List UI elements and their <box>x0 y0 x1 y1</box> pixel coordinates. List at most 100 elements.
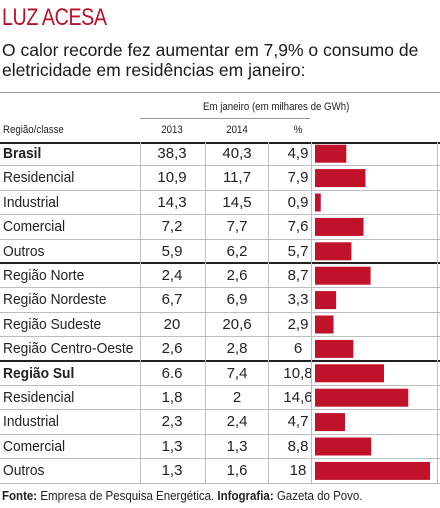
value-2014: 2 <box>232 389 242 406</box>
value-2014: 2,6 <box>226 267 248 284</box>
value-2013: 20 <box>163 315 181 333</box>
table-row: Industrial 14,3 14,5 0,9 <box>0 191 440 216</box>
header-2014: 2014 <box>226 124 248 136</box>
pct-bar <box>315 364 384 383</box>
column-divider <box>437 142 438 483</box>
row-separator <box>0 433 440 435</box>
value-2013: 14,3 <box>157 193 187 211</box>
row-label: Residencial <box>3 389 75 406</box>
table-row: Região Centro-Oeste 2,6 2,8 6 <box>0 337 440 362</box>
value-pct: 8,8 <box>287 437 309 455</box>
value-2013: 2,6 <box>161 340 183 358</box>
row-separator <box>0 165 440 167</box>
value-2013: 7,2 <box>161 218 183 236</box>
value-pct: 4,7 <box>287 413 309 431</box>
row-separator <box>0 189 440 191</box>
value-2014: 6,9 <box>226 291 248 309</box>
table-row: Brasil 38,3 40,3 4,9 <box>0 142 440 167</box>
pct-bar <box>315 315 334 334</box>
row-separator <box>0 311 440 313</box>
value-2014: 7,4 <box>226 364 248 382</box>
row-separator <box>0 482 440 484</box>
column-divider <box>140 142 141 483</box>
row-label: Região Nordeste <box>3 291 107 309</box>
row-label: Brasil <box>3 145 42 162</box>
header-pct: % <box>293 124 303 136</box>
column-divider <box>205 142 206 483</box>
pct-bar <box>315 193 321 212</box>
table-row: Região Nordeste 6,7 6,9 3,3 <box>0 288 440 313</box>
value-2013: 1,8 <box>161 389 183 406</box>
pct-bar <box>315 388 409 407</box>
row-separator <box>0 384 440 386</box>
value-2014: 2,8 <box>226 340 248 358</box>
pct-bar <box>315 169 366 188</box>
value-2013: 6,7 <box>161 291 183 309</box>
value-2014: 40,3 <box>222 145 252 162</box>
value-2014: 20,6 <box>222 315 252 333</box>
source-text: Empresa de Pesquisa Energética. <box>40 489 215 503</box>
row-label: Região Sul <box>3 364 75 382</box>
value-pct: 2,9 <box>287 315 309 333</box>
row-label: Região Sudeste <box>3 315 102 333</box>
header-2013: 2013 <box>161 124 183 136</box>
row-separator <box>0 360 440 362</box>
row-label: Industrial <box>3 193 60 211</box>
value-2014: 1,3 <box>226 437 248 455</box>
table-row: Residencial 10,9 11,7 7,9 <box>0 166 440 191</box>
row-separator <box>0 336 440 338</box>
value-2013: 6.6 <box>161 364 183 382</box>
value-2014: 2,4 <box>226 413 248 431</box>
value-2013: 1,3 <box>161 462 183 480</box>
row-separator <box>0 287 440 289</box>
value-pct: 7,9 <box>287 169 309 187</box>
table-row: Região Sul 6.6 7,4 10,8 <box>0 362 440 386</box>
value-pct: 8,7 <box>287 267 309 284</box>
pct-bar <box>315 461 430 480</box>
column-divider <box>268 142 269 483</box>
source-note: Fonte: Empresa de Pesquisa Energética. I… <box>2 489 363 503</box>
row-label: Residencial <box>3 169 75 187</box>
pct-bar <box>315 437 372 456</box>
value-2013: 10,9 <box>157 169 187 187</box>
pct-bar <box>315 291 337 310</box>
row-separator <box>0 238 440 240</box>
row-label: Comercial <box>3 218 66 236</box>
table-row: Região Sudeste 20 20,6 2,9 <box>0 313 440 338</box>
row-separator <box>0 458 440 460</box>
top-rule <box>0 92 440 93</box>
chart-subtitle: O calor recorde fez aumentar em 7,9% o c… <box>2 40 419 80</box>
value-pct: 0,9 <box>287 193 309 211</box>
value-2013: 1,3 <box>161 437 183 455</box>
table-row: Comercial 1,3 1,3 8,8 <box>0 435 440 460</box>
value-2013: 2,4 <box>161 267 183 284</box>
value-pct: 7,6 <box>287 218 309 236</box>
header-region-class: Região/classe <box>3 124 64 136</box>
table-row: Outros 1,3 1,6 18 <box>0 459 440 484</box>
row-label: Comercial <box>3 437 66 455</box>
table-row: Região Norte 2,4 2,6 8,7 <box>0 264 440 289</box>
table-row: Residencial 1,8 2 14,6 <box>0 386 440 411</box>
value-2013: 5,9 <box>161 242 183 260</box>
column-divider <box>311 142 312 483</box>
row-label: Industrial <box>3 413 60 431</box>
row-separator <box>0 262 440 264</box>
row-separator <box>0 214 440 216</box>
infographic-text: Gazeta do Povo. <box>276 489 363 503</box>
value-2014: 7,7 <box>226 218 248 236</box>
value-pct: 10,8 <box>283 364 313 382</box>
chart-title: LUZ ACESA <box>2 4 107 31</box>
value-2013: 38,3 <box>157 145 187 162</box>
source-label: Fonte: <box>2 489 38 503</box>
row-label: Região Centro-Oeste <box>3 340 134 358</box>
value-2014: 1,6 <box>226 462 248 480</box>
value-pct: 5,7 <box>287 242 309 260</box>
row-label: Outros <box>3 242 45 260</box>
pct-bar <box>315 339 354 358</box>
pct-bar <box>315 266 371 285</box>
value-pct: 14,6 <box>283 389 313 406</box>
value-pct: 3,3 <box>287 291 309 309</box>
value-pct: 4,9 <box>287 145 309 162</box>
table-row: Industrial 2,3 2,4 4,7 <box>0 410 440 435</box>
value-2014: 14,5 <box>222 193 252 211</box>
